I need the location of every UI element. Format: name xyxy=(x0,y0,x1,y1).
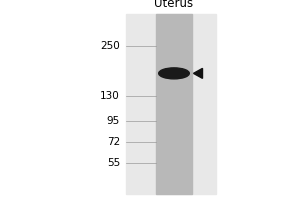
Text: 130: 130 xyxy=(100,91,120,101)
Polygon shape xyxy=(194,68,202,78)
Text: Uterus: Uterus xyxy=(154,0,194,10)
Bar xyxy=(156,14,192,194)
Text: 55: 55 xyxy=(107,158,120,168)
Bar xyxy=(126,14,216,194)
Text: 95: 95 xyxy=(107,116,120,126)
Ellipse shape xyxy=(159,68,189,79)
Text: 72: 72 xyxy=(107,137,120,147)
Text: 250: 250 xyxy=(100,41,120,51)
